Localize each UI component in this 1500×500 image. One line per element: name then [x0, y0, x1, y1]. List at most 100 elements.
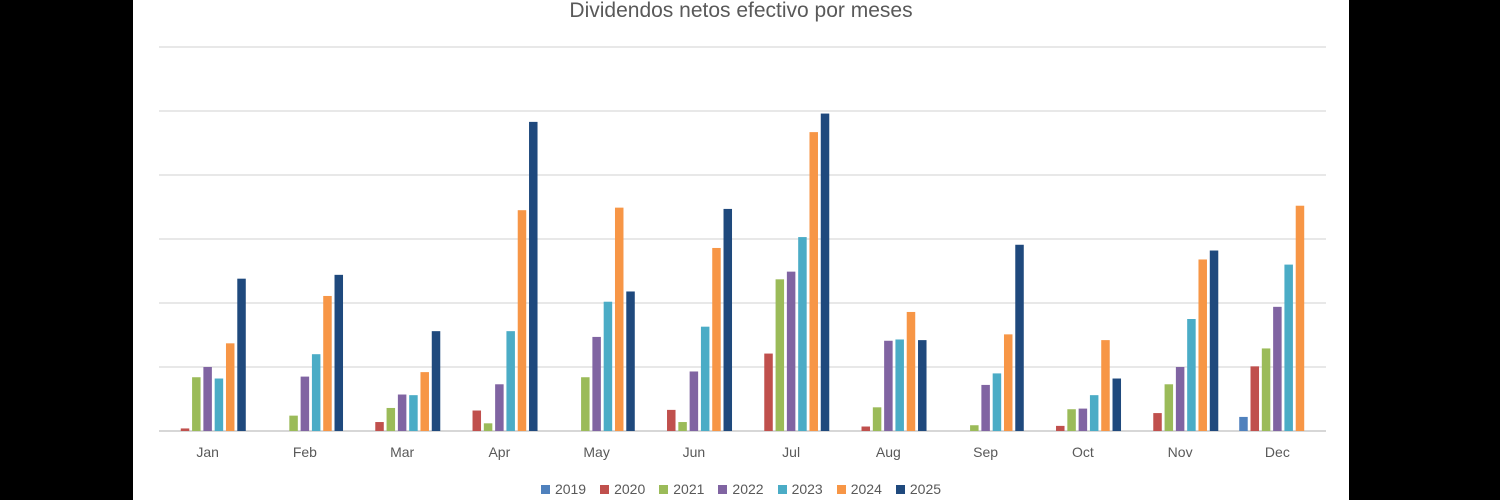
x-tick-label: Apr	[488, 444, 510, 460]
legend-item-2023: 2023	[777, 481, 823, 497]
bar-jan-2021	[192, 377, 201, 431]
x-tick-label: Sep	[973, 444, 998, 460]
bar-dec-2022	[1273, 306, 1282, 431]
bar-may-2023	[603, 301, 613, 431]
bar-feb-2022	[300, 376, 310, 431]
legend-label: 2025	[909, 481, 942, 497]
bar-jul-2021	[775, 279, 785, 431]
bar-dec-2020	[1250, 366, 1260, 431]
legend-item-2022: 2022	[718, 481, 764, 497]
bar-nov-2025	[1209, 250, 1219, 431]
bar-jun-2023	[700, 326, 710, 431]
bar-sep-2025	[1015, 244, 1024, 431]
bar-aug-2020	[861, 426, 871, 431]
bar-oct-2021	[1067, 409, 1076, 431]
bar-oct-2025	[1112, 378, 1122, 431]
bar-nov-2020	[1153, 413, 1162, 431]
x-tick-label: Aug	[876, 444, 901, 460]
bar-may-2025	[626, 291, 635, 431]
bar-nov-2023	[1187, 319, 1196, 431]
bar-oct-2023	[1089, 395, 1099, 431]
bar-dec-2024	[1295, 205, 1305, 431]
bar-jan-2022	[203, 367, 212, 431]
legend-swatch	[540, 484, 550, 494]
bar-feb-2024	[323, 295, 332, 431]
bar-jun-2021	[678, 422, 687, 431]
legend-item-2020: 2020	[600, 481, 645, 497]
x-tick-label: Oct	[1072, 444, 1094, 460]
bar-aug-2025	[918, 340, 927, 431]
bar-oct-2020	[1056, 425, 1065, 431]
legend-swatch	[659, 484, 669, 494]
bar-jul-2020	[764, 353, 773, 431]
bar-apr-2022	[495, 384, 504, 431]
legend-swatch	[777, 484, 787, 494]
legend-item-2025: 2025	[895, 481, 942, 497]
legend-swatch	[836, 484, 846, 494]
bar-apr-2023	[506, 331, 515, 431]
bar-dec-2019	[1239, 416, 1248, 431]
legend-swatch	[895, 484, 905, 494]
bar-sep-2023	[992, 373, 1002, 431]
bar-dec-2023	[1284, 264, 1293, 431]
bar-oct-2022	[1078, 408, 1088, 431]
bar-jan-2025	[237, 278, 246, 431]
x-tick-label: Dec	[1265, 444, 1290, 460]
chart-legend: 2019 2020 2021 2022 2023 2024 2025	[133, 480, 1349, 498]
bar-aug-2024	[906, 311, 916, 431]
bar-oct-2024	[1101, 340, 1110, 431]
legend-label: 2021	[673, 481, 705, 497]
bar-mar-2022	[397, 394, 407, 431]
x-tick-label: Feb	[293, 444, 317, 460]
bar-mar-2021	[386, 407, 396, 431]
bar-mar-2020	[375, 422, 384, 431]
bar-aug-2022	[884, 340, 893, 431]
bar-jul-2025	[820, 113, 830, 431]
x-tick-label: Jan	[196, 444, 219, 460]
legend-label: 2023	[791, 481, 823, 497]
x-tick-label: Jul	[782, 444, 800, 460]
legend-item-2019: 2019	[540, 481, 587, 497]
legend-swatch	[600, 484, 610, 494]
bar-nov-2022	[1175, 367, 1185, 431]
chart-title: Dividendos netos efectivo por meses	[569, 0, 913, 22]
legend-item-2024: 2024	[836, 481, 882, 497]
legend-label: 2020	[614, 481, 646, 497]
bar-dec-2021	[1261, 348, 1271, 431]
bar-sep-2024	[1003, 334, 1013, 431]
bar-jun-2022	[689, 371, 699, 431]
chart-panel: Dividendos netos efectivo por meses Jan F…	[133, 0, 1349, 500]
legend-label: 2024	[850, 481, 882, 497]
bar-nov-2021	[1164, 384, 1174, 431]
bar-jun-2024	[712, 247, 721, 431]
chart-plot: Jan Feb Mar Apr May Jun Jul Aug Sep Oct Nov Dec	[159, 46, 1326, 460]
bar-may-2022	[592, 336, 601, 431]
legend-label: 2022	[732, 481, 764, 497]
bar-feb-2025	[334, 274, 344, 431]
legend-label: 2019	[554, 481, 587, 497]
bar-jul-2023	[798, 237, 807, 431]
bar-jan-2023	[214, 378, 224, 431]
bar-mar-2023	[409, 395, 418, 431]
bar-aug-2023	[895, 339, 904, 431]
bar-mar-2025	[431, 331, 441, 431]
bar-sep-2021	[970, 425, 979, 431]
x-tick-label: Nov	[1168, 444, 1193, 460]
bar-jul-2022	[786, 271, 796, 431]
bar-nov-2024	[1198, 259, 1207, 431]
bar-jun-2025	[723, 208, 733, 431]
bar-apr-2025	[529, 121, 538, 431]
bar-feb-2023	[311, 354, 321, 431]
bar-sep-2022	[981, 384, 990, 431]
legend-item-2021: 2021	[659, 481, 704, 497]
bar-jul-2024	[809, 132, 818, 431]
bar-feb-2021	[289, 415, 298, 431]
legend-swatch	[718, 484, 728, 494]
bar-jun-2020	[667, 409, 676, 431]
x-tick-label: Mar	[390, 444, 414, 460]
bar-may-2024	[614, 207, 624, 431]
bar-apr-2020	[472, 410, 482, 431]
bar-may-2021	[581, 377, 590, 431]
bar-mar-2024	[420, 372, 429, 431]
x-tick-label: Jun	[683, 444, 706, 460]
